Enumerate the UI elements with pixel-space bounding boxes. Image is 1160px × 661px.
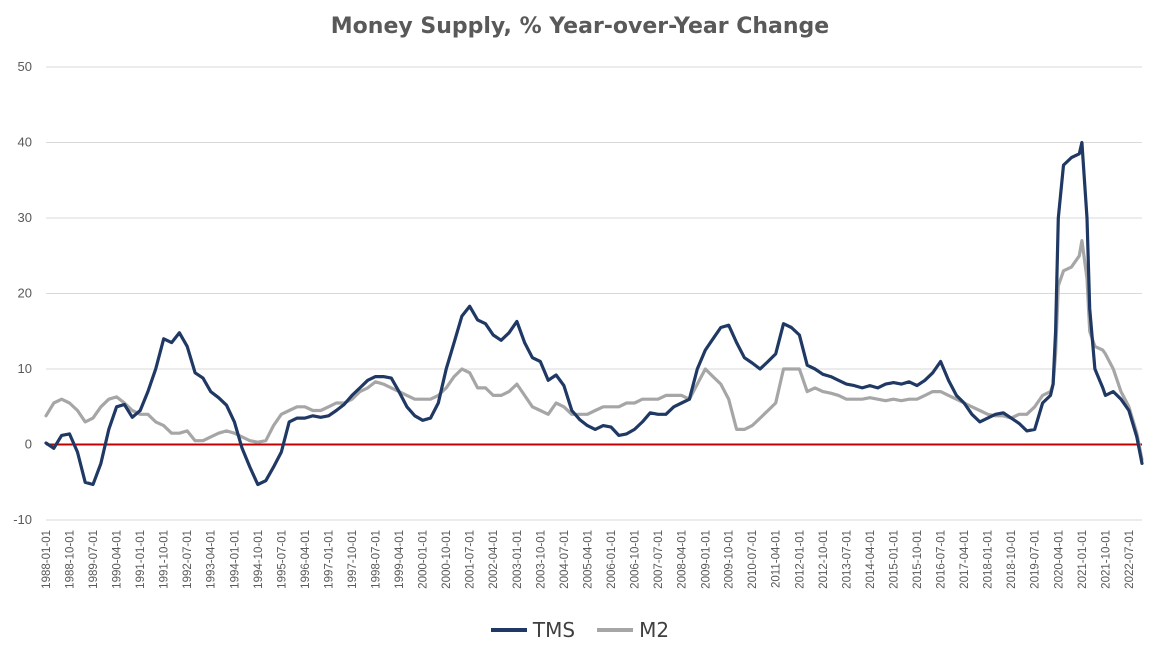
legend-label-m2: M2 [639,618,670,642]
x-tick-label: 2012-01-01 [794,530,806,589]
y-tick-label: 40 [18,135,32,150]
x-tick-label: 1988-01-01 [41,530,53,589]
legend-item-tms[interactable]: TMS [490,618,576,642]
series-line-m2 [44,239,1144,462]
x-tick-label: 2009-10-01 [724,530,736,589]
x-tick-label: 2013-07-01 [841,530,853,589]
x-tick-label: 1989-07-01 [88,530,100,589]
x-tick-label: 1992-07-01 [182,530,194,589]
x-tick-label: 2022-07-01 [1124,530,1136,589]
x-tick-label: 2012-10-01 [818,530,830,589]
gridlines [46,66,1142,521]
legend-swatch-m2 [597,628,634,632]
x-tick-label: 2000-01-01 [418,530,430,589]
x-tick-label: 2016-07-01 [936,530,948,589]
x-tick-label: 1995-07-01 [276,530,288,589]
chart-title: Money Supply, % Year-over-Year Change [330,14,830,39]
x-tick-label: 2000-10-01 [441,530,453,589]
y-tick-label: -10 [13,512,32,527]
x-tick-label: 2019-07-01 [1030,530,1042,589]
x-tick-label: 2015-10-01 [912,530,924,589]
x-tick-label: 2004-07-01 [559,530,571,589]
x-tick-label: 2009-01-01 [700,530,712,589]
x-tick-label: 1997-01-01 [324,530,336,589]
x-tick-label: 2002-04-01 [488,530,500,589]
x-tick-label: 1994-01-01 [229,530,241,589]
x-tick-label: 2008-04-01 [677,530,689,589]
y-tick-label: 50 [18,59,32,74]
x-tick-label: 2007-07-01 [653,530,665,589]
x-tick-label: 2003-01-01 [512,530,524,589]
x-tick-label: 1998-07-01 [370,530,382,589]
x-tick-label: 2018-10-01 [1006,530,1018,589]
y-tick-label: 0 [25,437,32,452]
x-tick-label: 1991-10-01 [159,530,171,589]
x-tick-label: 2021-01-01 [1077,530,1089,589]
x-tick-label: 2006-01-01 [606,530,618,589]
x-tick-label: 1990-04-01 [112,530,124,589]
x-tick-label: 2005-04-01 [582,530,594,589]
x-tick-label: 2001-07-01 [465,530,477,589]
y-tick-label: 10 [18,361,32,376]
x-tick-label: 1993-04-01 [206,530,218,589]
x-tick-label: 2015-01-01 [889,530,901,589]
x-tick-label: 1991-01-01 [135,530,147,589]
x-tick-label: 1994-10-01 [253,530,265,589]
legend-label-tms: TMS [532,618,576,642]
x-tick-label: 2014-04-01 [865,530,877,589]
x-tick-label: 1996-04-01 [300,530,312,589]
chart-legend: TMS M2 [0,618,1160,642]
x-tick-label: 2017-04-01 [959,530,971,589]
x-tick-label: 1999-04-01 [394,530,406,589]
legend-swatch-tms [490,628,527,632]
series-lines [44,140,1144,487]
y-tick-label: 20 [18,286,32,301]
legend-item-m2[interactable]: M2 [597,618,669,642]
y-axis-ticks: -10 0 10 20 30 40 50 [13,59,32,527]
x-axis-ticks: 1988-01-01 1988-10-01 1989-07-01 1990-04-01… [41,530,1136,589]
series-line-tms [44,140,1144,487]
x-tick-label: 2003-10-01 [535,530,547,589]
x-tick-label: 2010-07-01 [747,530,759,589]
y-tick-label: 30 [18,210,32,225]
x-tick-label: 2020-04-01 [1053,530,1065,589]
x-tick-label: 2018-01-01 [983,530,995,589]
x-tick-label: 2021-10-01 [1100,530,1112,589]
x-tick-label: 2011-04-01 [771,530,783,588]
x-tick-label: 1997-10-01 [347,530,359,589]
x-tick-label: 1988-10-01 [65,530,77,589]
x-tick-label: 2006-10-01 [630,530,642,589]
